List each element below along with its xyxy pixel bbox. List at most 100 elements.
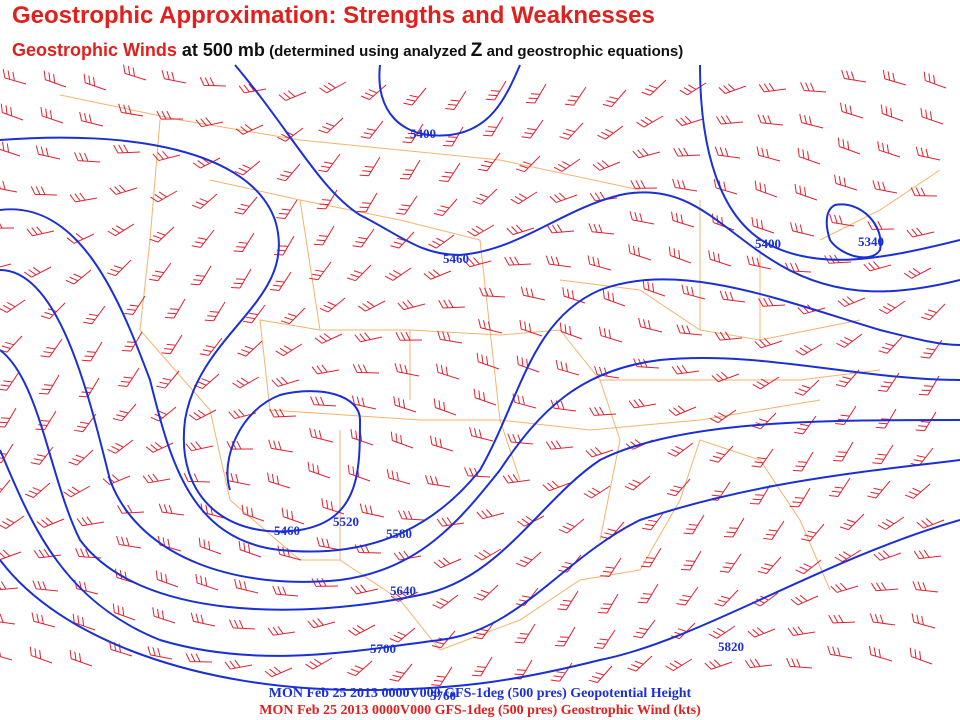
wind-barb	[904, 483, 931, 499]
wind-barb	[836, 333, 863, 348]
wind-barb	[123, 64, 147, 81]
wind-barb	[307, 461, 331, 479]
wind-barb	[784, 262, 812, 273]
contour-label: 5580	[386, 526, 412, 541]
wind-barb	[872, 180, 898, 194]
wind-barb	[502, 474, 531, 484]
wind-barb	[113, 144, 141, 154]
wind-barb	[161, 334, 183, 355]
wind-barb	[241, 504, 265, 522]
wind-barb	[478, 152, 501, 172]
wind-barb	[516, 515, 545, 527]
wind-barb	[436, 363, 460, 380]
wind-barb	[833, 441, 854, 462]
wind-barb	[66, 233, 95, 244]
wind-barb	[829, 213, 855, 227]
wind-barb	[79, 111, 104, 127]
wind-barb	[464, 467, 491, 478]
wind-barb	[74, 152, 101, 163]
wind-barb	[868, 645, 893, 662]
wind-barb	[627, 655, 653, 672]
wind-barb	[190, 612, 216, 627]
wind-barb	[920, 339, 943, 359]
wind-barb	[192, 157, 221, 169]
wind-barb	[473, 620, 496, 640]
wind-barb	[83, 305, 106, 325]
wind-barb	[751, 217, 775, 234]
wind-barb	[350, 584, 379, 595]
wind-barb	[763, 520, 785, 540]
wind-barb	[314, 333, 343, 344]
contour-line	[0, 269, 960, 583]
wind-barb	[673, 147, 701, 157]
wind-barb	[40, 106, 64, 124]
wind-barb	[675, 115, 704, 127]
contour-label: 5760	[430, 688, 456, 703]
wind-barb	[395, 195, 418, 215]
wind-barb	[553, 158, 581, 172]
wind-barb	[558, 554, 582, 573]
contour-label: 5400	[410, 126, 436, 141]
wind-barb	[347, 624, 376, 636]
wind-barb	[794, 183, 818, 201]
wind-barb	[642, 279, 666, 297]
wind-barb	[357, 300, 386, 312]
wind-barb	[43, 70, 67, 88]
wind-barb	[632, 148, 661, 159]
wind-barb	[506, 224, 535, 236]
wind-barb	[520, 286, 546, 301]
wind-barb	[311, 364, 340, 375]
wind-barb	[876, 408, 897, 429]
wind-barb	[867, 221, 895, 230]
wind-barb	[112, 603, 136, 621]
wind-barb	[190, 265, 212, 286]
wind-barb	[709, 445, 734, 463]
wind-barb	[191, 229, 215, 248]
wind-barb	[310, 396, 337, 407]
contour-label: 5400	[755, 236, 781, 251]
wind-barb	[790, 222, 815, 237]
wind-barb	[0, 407, 17, 428]
wind-barb	[118, 367, 140, 388]
wind-barb	[309, 427, 334, 443]
wind-barb	[592, 160, 621, 171]
footer-wind: MON Feb 25 2013 0000V000 GFS-1deg (500 p…	[259, 703, 701, 718]
wind-barb	[681, 284, 706, 300]
wind-barb	[504, 256, 532, 266]
wind-barb	[757, 556, 782, 575]
wind-barb	[0, 371, 20, 391]
wind-barb	[715, 115, 744, 125]
wind-barb	[912, 581, 939, 593]
contour-label: 5640	[390, 583, 416, 598]
wind-barb	[400, 159, 421, 180]
wind-barb	[921, 303, 946, 321]
wind-barb	[794, 379, 820, 396]
wind-barb	[463, 257, 492, 268]
wind-barb	[507, 433, 534, 445]
wind-barb	[0, 179, 18, 193]
wind-barb	[233, 232, 255, 253]
wind-barb	[316, 189, 338, 210]
wind-barb	[794, 415, 817, 435]
wind-barb	[272, 585, 299, 597]
wind-barb	[0, 299, 26, 313]
wind-barb	[156, 370, 180, 389]
wind-barb	[795, 343, 823, 356]
contour-label: 5340	[858, 234, 884, 249]
wind-barb	[630, 180, 658, 189]
wind-barb	[835, 405, 857, 426]
wind-barb	[72, 613, 96, 631]
wind-barb	[395, 331, 423, 341]
wind-barb	[199, 337, 223, 356]
wind-barb	[185, 653, 213, 663]
wind-barb	[679, 82, 707, 96]
wind-barb	[394, 363, 420, 377]
wind-barb	[597, 125, 624, 140]
title: Geostrophic Approximation: Strengths and…	[12, 2, 655, 29]
wind-barb	[157, 535, 182, 552]
wind-barb	[797, 147, 821, 165]
wind-barb	[834, 549, 862, 563]
subtitle-part: (determined using analyzed	[264, 43, 471, 60]
wind-barb	[224, 659, 253, 670]
wind-barb	[228, 408, 257, 420]
